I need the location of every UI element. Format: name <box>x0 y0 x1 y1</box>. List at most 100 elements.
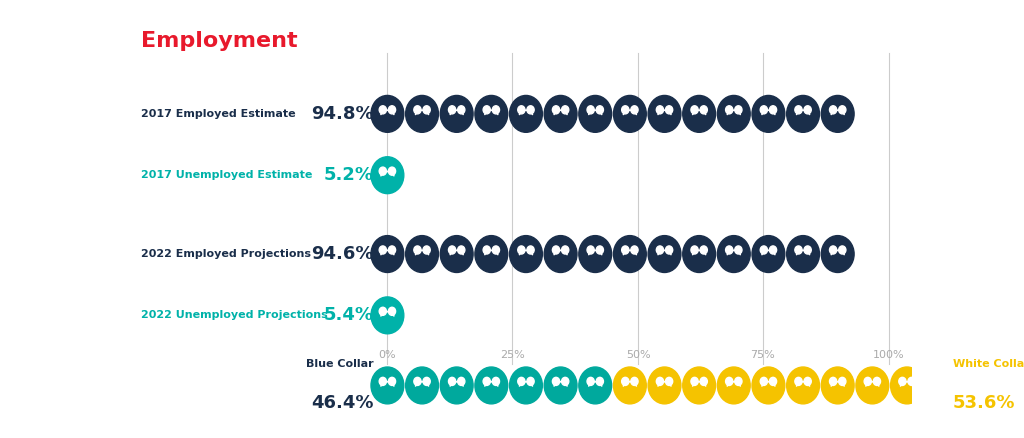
Ellipse shape <box>596 377 603 385</box>
Ellipse shape <box>458 377 465 385</box>
Ellipse shape <box>829 106 837 114</box>
Ellipse shape <box>718 95 751 132</box>
Ellipse shape <box>718 367 751 404</box>
Ellipse shape <box>700 377 708 385</box>
Ellipse shape <box>379 377 386 385</box>
Ellipse shape <box>691 377 698 385</box>
Ellipse shape <box>656 377 664 385</box>
Ellipse shape <box>821 367 854 404</box>
Text: 2017 Employed Estimate: 2017 Employed Estimate <box>141 109 296 119</box>
Ellipse shape <box>527 106 535 114</box>
Ellipse shape <box>631 377 638 385</box>
Ellipse shape <box>493 377 500 385</box>
Ellipse shape <box>379 106 386 114</box>
Ellipse shape <box>379 307 386 315</box>
Ellipse shape <box>700 106 708 114</box>
Ellipse shape <box>631 106 638 114</box>
Text: 53.6%: 53.6% <box>952 394 1015 412</box>
Ellipse shape <box>666 246 673 254</box>
Ellipse shape <box>483 106 490 114</box>
Ellipse shape <box>544 236 577 272</box>
Ellipse shape <box>700 246 708 254</box>
Ellipse shape <box>388 106 395 114</box>
Ellipse shape <box>899 377 906 385</box>
Ellipse shape <box>587 246 594 254</box>
Ellipse shape <box>760 246 767 254</box>
Ellipse shape <box>449 246 456 254</box>
Ellipse shape <box>735 246 742 254</box>
Text: 94.8%: 94.8% <box>311 105 374 123</box>
Ellipse shape <box>726 106 733 114</box>
Ellipse shape <box>561 246 568 254</box>
Ellipse shape <box>518 377 525 385</box>
Ellipse shape <box>449 377 456 385</box>
Ellipse shape <box>458 246 465 254</box>
Ellipse shape <box>829 377 837 385</box>
Ellipse shape <box>726 246 733 254</box>
Text: 94.6%: 94.6% <box>311 245 374 263</box>
Ellipse shape <box>908 377 915 385</box>
Ellipse shape <box>760 106 767 114</box>
Text: 2017 Unemployed Estimate: 2017 Unemployed Estimate <box>141 170 312 180</box>
Ellipse shape <box>666 106 673 114</box>
Ellipse shape <box>579 236 611 272</box>
Ellipse shape <box>786 367 819 404</box>
Ellipse shape <box>510 367 543 404</box>
Text: White Collar: White Collar <box>952 359 1024 368</box>
Ellipse shape <box>683 367 716 404</box>
Ellipse shape <box>440 367 473 404</box>
Ellipse shape <box>518 106 525 114</box>
Ellipse shape <box>666 377 673 385</box>
Ellipse shape <box>804 377 811 385</box>
Ellipse shape <box>648 95 681 132</box>
Ellipse shape <box>613 236 646 272</box>
Ellipse shape <box>683 236 716 272</box>
Ellipse shape <box>371 95 403 132</box>
Ellipse shape <box>440 236 473 272</box>
Ellipse shape <box>544 95 577 132</box>
Ellipse shape <box>839 246 846 254</box>
Ellipse shape <box>371 236 403 272</box>
Text: 75%: 75% <box>751 350 775 360</box>
Text: 25%: 25% <box>500 350 524 360</box>
Ellipse shape <box>406 236 438 272</box>
Ellipse shape <box>752 95 784 132</box>
Ellipse shape <box>631 246 638 254</box>
Ellipse shape <box>839 377 846 385</box>
Ellipse shape <box>596 246 603 254</box>
Ellipse shape <box>544 367 577 404</box>
Ellipse shape <box>821 236 854 272</box>
Ellipse shape <box>656 106 664 114</box>
Ellipse shape <box>760 377 767 385</box>
Ellipse shape <box>527 377 535 385</box>
Ellipse shape <box>388 377 395 385</box>
Ellipse shape <box>804 106 811 114</box>
Ellipse shape <box>795 246 802 254</box>
Ellipse shape <box>691 106 698 114</box>
Ellipse shape <box>891 367 924 404</box>
Text: Blue Collar: Blue Collar <box>306 359 374 368</box>
Ellipse shape <box>379 246 386 254</box>
Ellipse shape <box>613 367 646 404</box>
Ellipse shape <box>371 157 403 194</box>
Ellipse shape <box>483 246 490 254</box>
Ellipse shape <box>371 367 403 404</box>
Ellipse shape <box>458 106 465 114</box>
Ellipse shape <box>622 246 629 254</box>
Ellipse shape <box>423 377 430 385</box>
Ellipse shape <box>856 367 889 404</box>
Ellipse shape <box>622 106 629 114</box>
Ellipse shape <box>804 246 811 254</box>
Text: 2022 Unemployed Projections: 2022 Unemployed Projections <box>141 311 328 320</box>
Text: 46.4%: 46.4% <box>311 394 374 412</box>
Ellipse shape <box>587 377 594 385</box>
Ellipse shape <box>839 106 846 114</box>
Ellipse shape <box>510 236 543 272</box>
Ellipse shape <box>691 246 698 254</box>
Text: 2022 Employed Projections: 2022 Employed Projections <box>141 249 311 259</box>
Ellipse shape <box>483 377 490 385</box>
Ellipse shape <box>423 106 430 114</box>
Ellipse shape <box>752 367 784 404</box>
Ellipse shape <box>829 246 837 254</box>
Text: 5.4%: 5.4% <box>324 306 374 325</box>
